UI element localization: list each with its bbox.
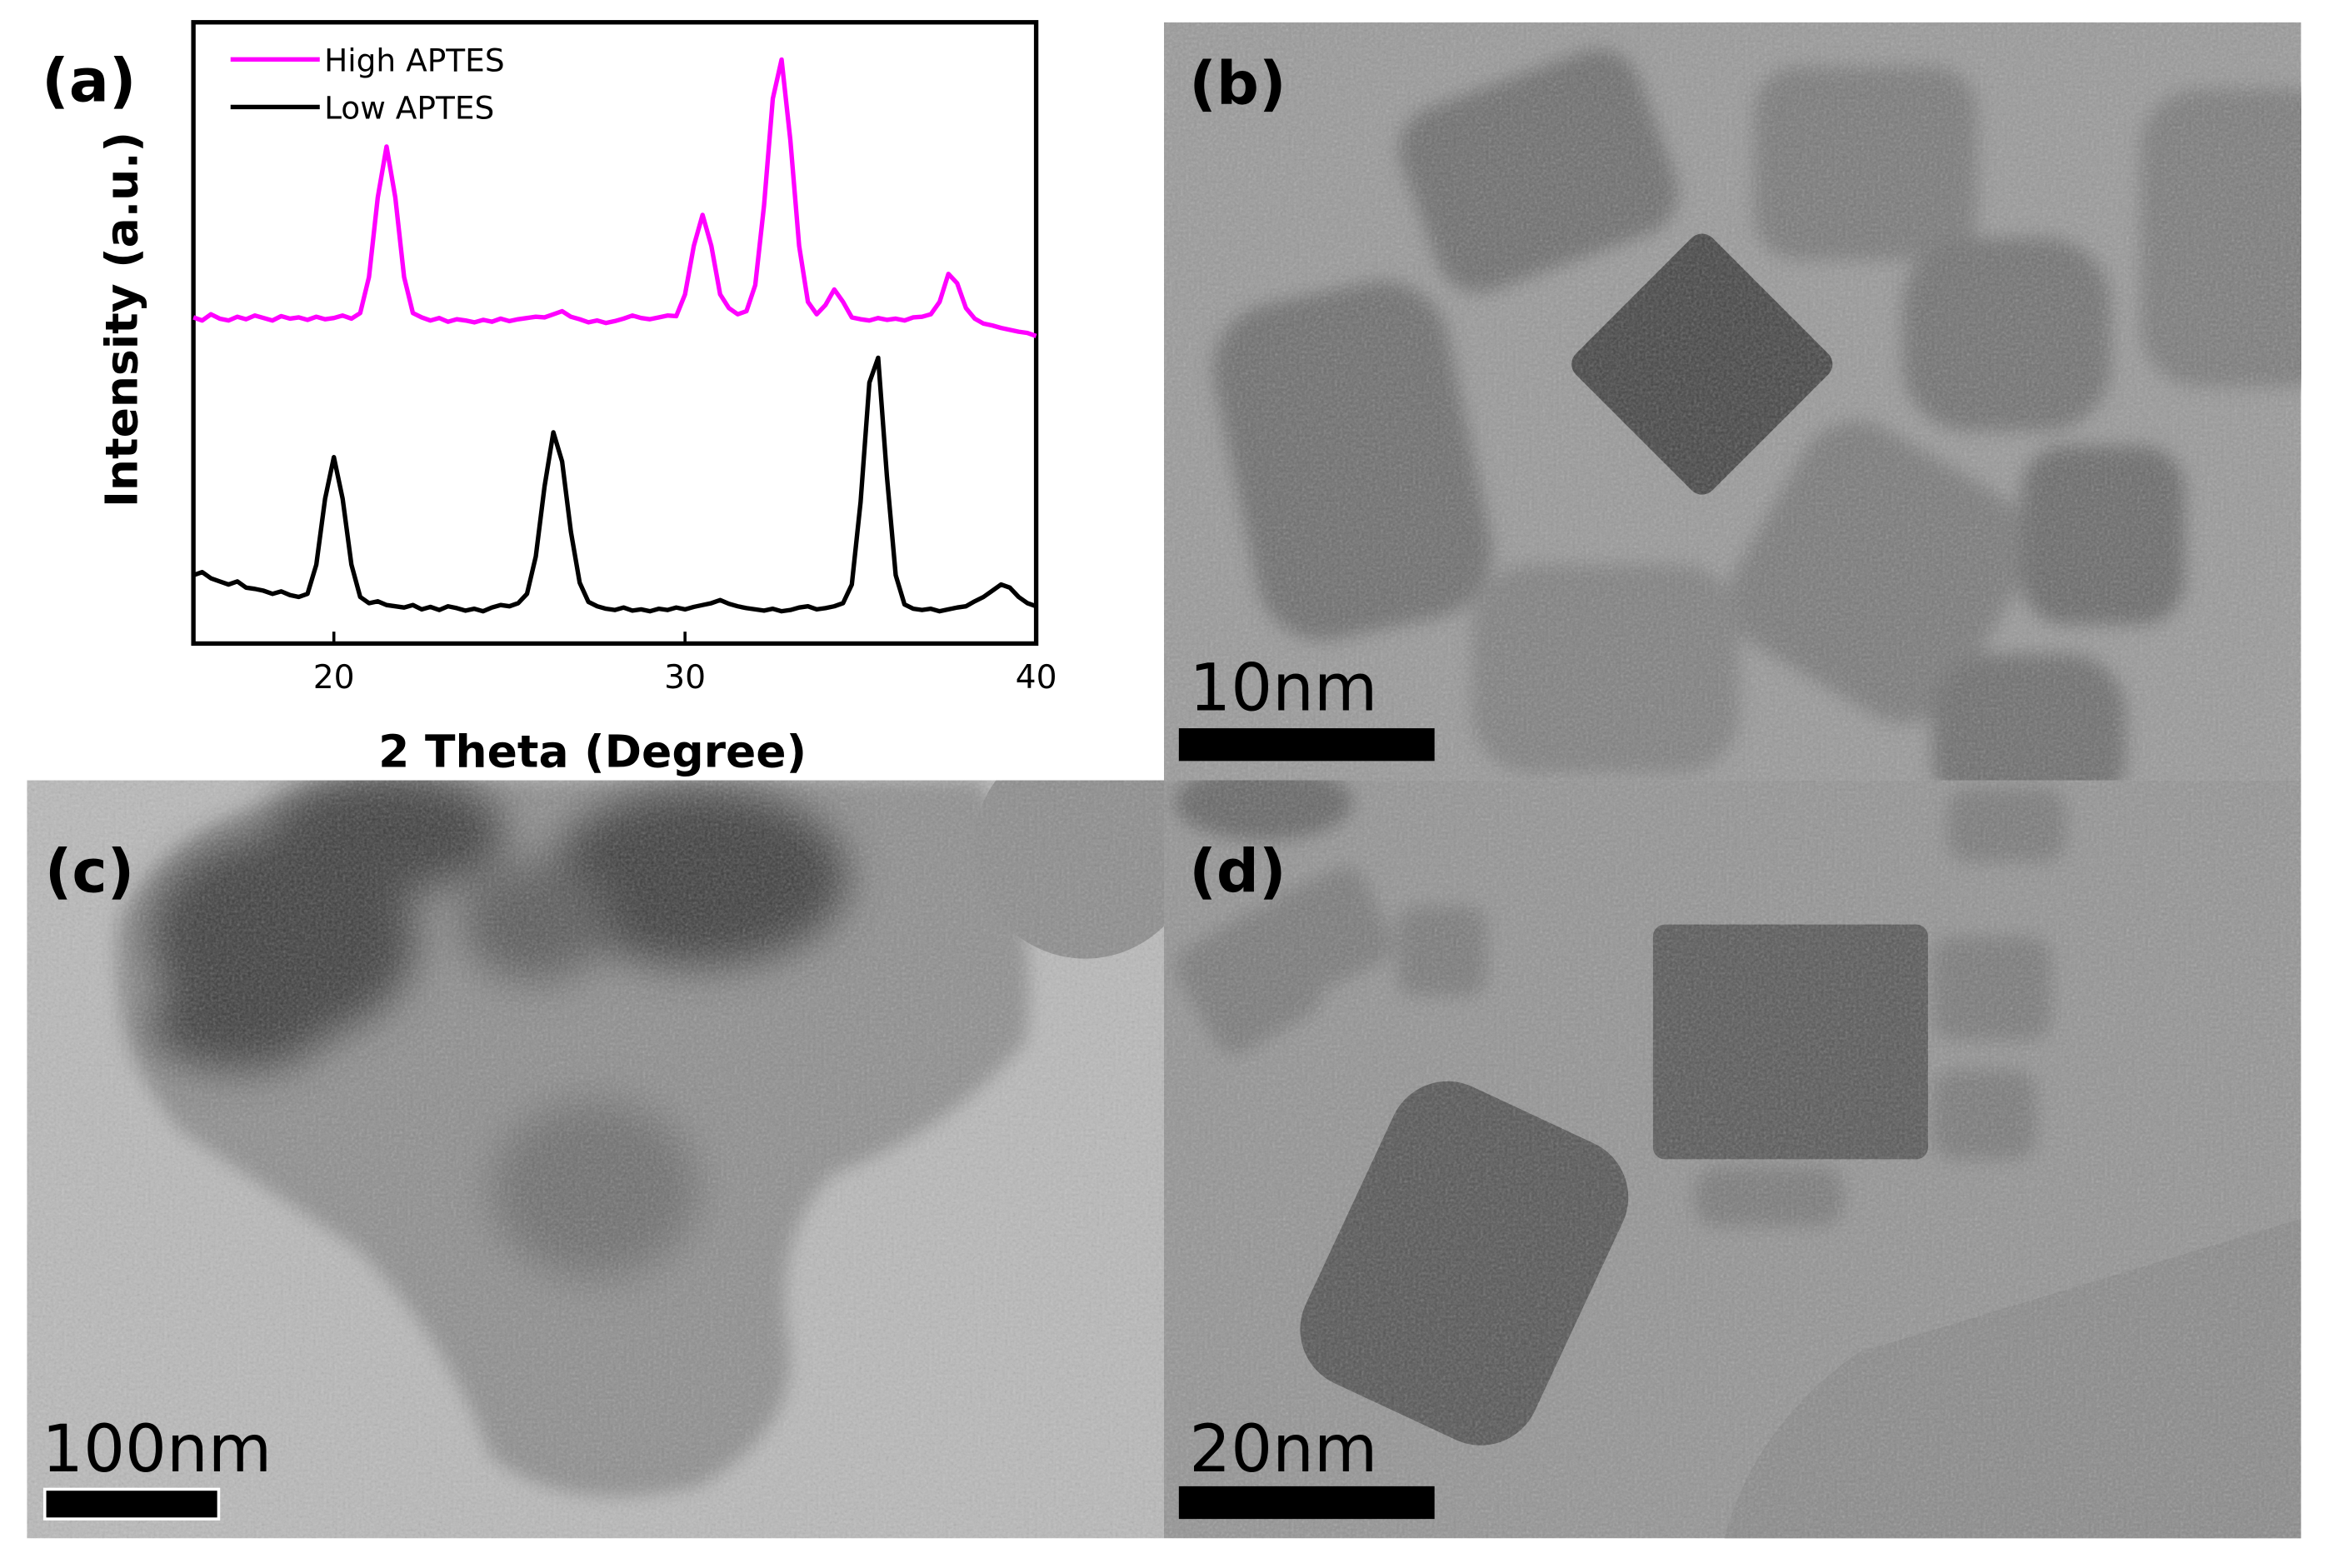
legend-label: High APTES: [324, 42, 505, 79]
data-line: [192, 355, 1037, 614]
scale-bar-label: 20nm: [1189, 1411, 1377, 1487]
legend-label: Low APTES: [324, 90, 494, 127]
scale-bar-label: 10nm: [1189, 650, 1377, 727]
panel-label: (d): [1189, 836, 1286, 906]
panel-label: (a): [42, 46, 136, 115]
x-axis-label: 2 Theta (Degree): [378, 725, 807, 777]
tem-image-b: [1164, 22, 2301, 781]
x-tick-label: 30: [664, 659, 706, 697]
data-line: [192, 57, 1037, 338]
x-tick-label: 20: [313, 659, 355, 697]
xrd-chart: 20 30 40 2 Theta (Degree) Intensity (a.u.) (a…: [42, 42, 1057, 778]
tem-image-c: [27, 780, 1164, 1539]
plot-frame: [191, 20, 1039, 647]
scale-bar: [42, 1487, 221, 1521]
y-axis-label: Intensity (a.u.): [95, 132, 147, 507]
panel-overlays: (b) 10nm (c) 100nm (d) 20nm: [42, 49, 1435, 1521]
chart-background: [0, 0, 1165, 781]
panel-label: (b): [1189, 49, 1286, 118]
scale-bar: [1178, 1486, 1435, 1520]
panel-label: (c): [45, 836, 135, 906]
scale-bar: [1178, 728, 1435, 762]
tem-image-d: [1164, 780, 2301, 1539]
scale-bar-label: 100nm: [42, 1411, 272, 1487]
x-tick-label: 40: [1016, 659, 1057, 697]
